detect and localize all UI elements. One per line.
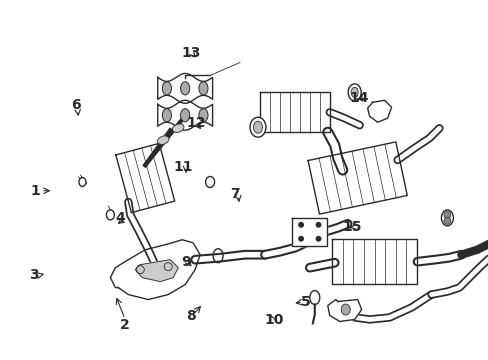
Ellipse shape (347, 84, 361, 101)
Text: 14: 14 (348, 90, 368, 104)
Ellipse shape (172, 124, 183, 132)
Text: 7: 7 (229, 187, 239, 201)
Polygon shape (158, 100, 212, 130)
Text: 3: 3 (29, 268, 39, 282)
Polygon shape (135, 260, 178, 282)
Circle shape (316, 237, 320, 241)
Ellipse shape (341, 304, 349, 315)
Ellipse shape (79, 177, 86, 186)
Text: 12: 12 (185, 116, 205, 130)
Ellipse shape (253, 121, 262, 133)
Polygon shape (110, 240, 200, 300)
Ellipse shape (162, 82, 171, 95)
Text: 15: 15 (341, 220, 361, 234)
Text: 11: 11 (173, 161, 193, 175)
Ellipse shape (106, 210, 114, 220)
Ellipse shape (309, 291, 319, 305)
Ellipse shape (162, 109, 171, 122)
Polygon shape (292, 218, 326, 246)
Circle shape (443, 211, 450, 219)
Text: 1: 1 (31, 184, 41, 198)
Polygon shape (367, 100, 391, 122)
Circle shape (298, 237, 303, 241)
Circle shape (316, 222, 320, 227)
Text: 5: 5 (300, 295, 310, 309)
Text: 4: 4 (115, 211, 125, 225)
Ellipse shape (180, 82, 189, 95)
Ellipse shape (205, 176, 214, 188)
Text: 10: 10 (264, 313, 283, 327)
Ellipse shape (199, 109, 207, 122)
Ellipse shape (157, 136, 169, 144)
Circle shape (298, 222, 303, 227)
Ellipse shape (180, 109, 189, 122)
Polygon shape (158, 73, 212, 103)
Circle shape (443, 217, 450, 224)
Text: 2: 2 (120, 318, 130, 332)
Ellipse shape (441, 210, 452, 226)
Ellipse shape (249, 117, 265, 137)
Ellipse shape (350, 87, 357, 97)
Text: 8: 8 (185, 309, 195, 323)
Ellipse shape (199, 82, 207, 95)
Text: 9: 9 (181, 256, 190, 270)
Text: 6: 6 (71, 98, 81, 112)
Polygon shape (327, 300, 361, 321)
Text: 13: 13 (181, 46, 200, 60)
